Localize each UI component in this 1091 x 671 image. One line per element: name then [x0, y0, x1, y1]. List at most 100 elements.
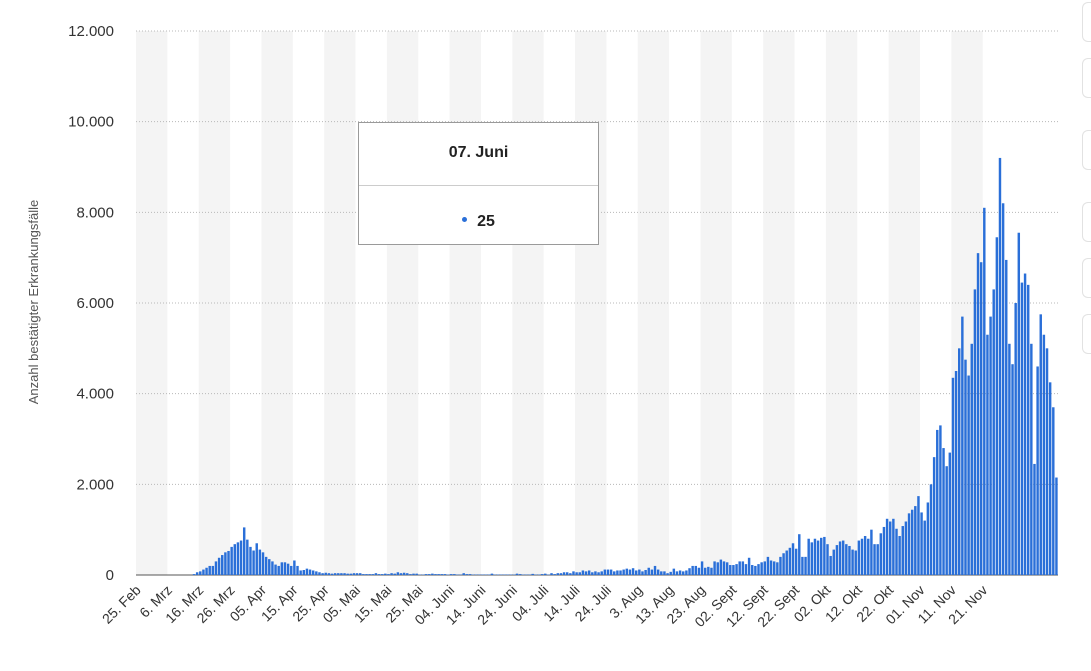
bar[interactable]	[613, 571, 616, 575]
bar[interactable]	[816, 540, 820, 575]
bar[interactable]	[362, 574, 365, 575]
bar[interactable]	[346, 573, 349, 575]
side-tab-4[interactable]	[1082, 202, 1091, 242]
bar[interactable]	[205, 567, 208, 575]
bar[interactable]	[434, 574, 437, 575]
bar[interactable]	[760, 562, 763, 575]
bar[interactable]	[271, 561, 274, 575]
bar[interactable]	[606, 569, 610, 575]
bar[interactable]	[898, 536, 901, 575]
bar[interactable]	[747, 557, 751, 575]
bar[interactable]	[515, 573, 519, 575]
bar[interactable]	[572, 571, 575, 575]
bar[interactable]	[867, 538, 870, 575]
bar[interactable]	[860, 538, 864, 575]
bar[interactable]	[776, 562, 779, 575]
bar[interactable]	[647, 567, 650, 575]
bar[interactable]	[820, 537, 823, 575]
bar[interactable]	[876, 544, 879, 575]
bar[interactable]	[920, 512, 923, 575]
bar[interactable]	[340, 573, 343, 575]
bar[interactable]	[428, 574, 431, 575]
bar[interactable]	[299, 570, 302, 575]
bar[interactable]	[465, 574, 469, 575]
bar[interactable]	[669, 571, 672, 575]
bar[interactable]	[929, 484, 933, 575]
bar[interactable]	[305, 568, 309, 575]
bar[interactable]	[199, 571, 202, 575]
bar[interactable]	[964, 359, 967, 575]
bar[interactable]	[1026, 284, 1030, 575]
bar[interactable]	[518, 574, 522, 575]
bar[interactable]	[801, 556, 804, 575]
bar[interactable]	[782, 553, 785, 575]
bar[interactable]	[550, 573, 553, 575]
bar[interactable]	[885, 518, 889, 575]
bar[interactable]	[437, 574, 440, 575]
bar[interactable]	[992, 289, 995, 575]
bar[interactable]	[794, 548, 798, 575]
bar[interactable]	[311, 570, 315, 575]
bar[interactable]	[1052, 407, 1055, 575]
bar[interactable]	[895, 528, 898, 575]
bar[interactable]	[1017, 232, 1021, 576]
bar[interactable]	[707, 566, 710, 575]
bar[interactable]	[719, 559, 723, 575]
bar[interactable]	[741, 561, 745, 575]
bar[interactable]	[443, 574, 447, 575]
bar[interactable]	[779, 556, 782, 575]
bar[interactable]	[744, 564, 748, 575]
bar[interactable]	[1055, 477, 1058, 575]
bar[interactable]	[644, 570, 647, 575]
bar[interactable]	[308, 569, 312, 575]
bar[interactable]	[986, 334, 989, 575]
bar[interactable]	[330, 573, 334, 575]
bar[interactable]	[700, 561, 704, 575]
bar[interactable]	[932, 457, 936, 575]
bar[interactable]	[1011, 364, 1014, 575]
bar[interactable]	[540, 574, 544, 575]
bar[interactable]	[870, 529, 873, 575]
bar[interactable]	[1048, 382, 1052, 575]
bar[interactable]	[813, 538, 817, 575]
bar[interactable]	[845, 544, 848, 575]
bar[interactable]	[368, 574, 371, 575]
bar[interactable]	[584, 571, 588, 575]
bar[interactable]	[829, 555, 832, 575]
bar[interactable]	[384, 573, 387, 575]
bar[interactable]	[873, 544, 876, 575]
bar[interactable]	[725, 562, 729, 575]
bar[interactable]	[544, 573, 547, 575]
bar[interactable]	[854, 550, 857, 575]
bar[interactable]	[713, 561, 716, 575]
side-tab-6[interactable]	[1082, 314, 1091, 354]
bar[interactable]	[202, 569, 205, 575]
bar[interactable]	[976, 253, 980, 575]
bar[interactable]	[954, 371, 958, 575]
bar[interactable]	[848, 545, 851, 575]
bar[interactable]	[315, 571, 318, 575]
bar[interactable]	[242, 527, 246, 575]
bar[interactable]	[355, 573, 359, 575]
bar[interactable]	[678, 570, 682, 575]
bar[interactable]	[656, 569, 660, 575]
bar[interactable]	[697, 567, 701, 575]
bar[interactable]	[214, 561, 218, 575]
bar[interactable]	[625, 568, 629, 575]
bar[interactable]	[468, 574, 472, 575]
bar[interactable]	[638, 569, 641, 575]
bar[interactable]	[192, 574, 196, 575]
bar[interactable]	[296, 565, 299, 575]
bar[interactable]	[973, 289, 977, 575]
bar[interactable]	[998, 157, 1002, 575]
bar[interactable]	[600, 571, 603, 575]
bar[interactable]	[239, 540, 243, 575]
bar[interactable]	[233, 544, 237, 575]
bar[interactable]	[208, 565, 211, 575]
bar[interactable]	[682, 571, 685, 575]
bar[interactable]	[371, 574, 374, 575]
bar[interactable]	[396, 572, 400, 575]
bar[interactable]	[594, 571, 597, 575]
bar[interactable]	[236, 542, 240, 575]
side-tab-1[interactable]	[1082, 2, 1091, 42]
